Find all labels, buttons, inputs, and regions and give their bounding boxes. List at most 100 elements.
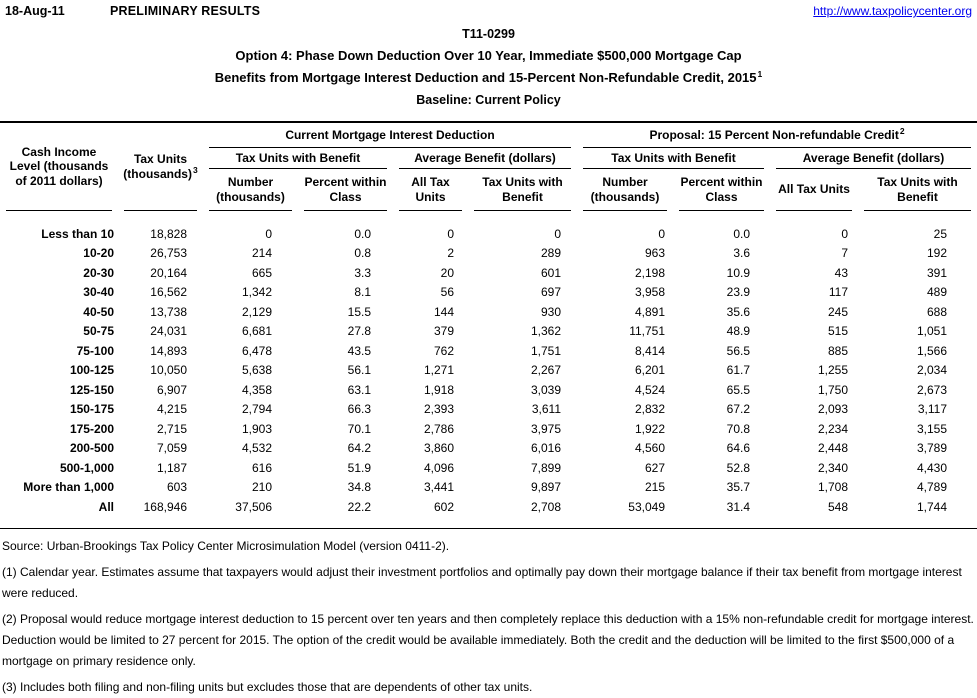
table-cell: 31.4 [726,499,750,514]
table-cell: 18,828 [150,226,187,241]
table-cell: 548 [827,499,848,514]
website-link[interactable]: http://www.taxpolicycenter.org [813,4,972,18]
table-cell: 2,832 [634,402,665,417]
table-cell: 63.1 [347,382,371,397]
table-cell: 515 [827,324,848,339]
table-cell: 7 [841,246,848,261]
footnote-1: (1) Calendar year. Estimates assume that… [2,564,962,600]
table-cell: 0 [841,226,848,241]
table-cell: 6,681 [241,324,272,339]
row-label: More than 1,000 [23,480,114,495]
table-cell: 0.0 [733,226,750,241]
table-cell: 616 [251,460,272,475]
table-row: 175-200 2,715 1,903 70.1 2,786 3,975 1,9… [0,419,977,439]
table-cell: 0 [447,226,454,241]
table-cell: 22.2 [347,499,371,514]
table-cell: 3.6 [733,246,750,261]
row-label: 500-1,000 [59,460,114,475]
table-cell: 603 [166,480,187,495]
table-cell: 3.3 [354,265,371,280]
table-cell: 6,201 [634,363,665,378]
table-row: 125-150 6,907 4,358 63.1 1,918 3,039 4,5… [0,380,977,400]
table-cell: 13,738 [150,304,187,319]
row-label: 40-50 [83,304,114,319]
table-cell: 20 [440,265,454,280]
table-cell: 2,708 [530,499,561,514]
report-title-option: Option 4: Phase Down Deduction Over 10 Y… [235,48,742,63]
table-cell: 601 [540,265,561,280]
table-row: Less than 10 18,828 0 0.0 0 0 0 0.0 0 25 [0,224,977,244]
header-tax-units-with-benefit: Tax Units with Benefit [583,148,764,169]
table-cell: 14,893 [150,343,187,358]
table-cell: 52.8 [726,460,750,475]
table-cell: 117 [828,285,848,300]
table-cell: 4,524 [634,382,665,397]
table-number: T11-0299 [462,27,515,41]
row-label: Less than 10 [41,226,114,241]
row-label: 75-100 [76,343,114,358]
header-average-benefit: Average Benefit (dollars) [399,148,571,169]
table-cell: 762 [433,343,454,358]
table-row: 500-1,000 1,187 616 51.9 4,096 7,899 627… [0,458,977,478]
table-bottom-rule [0,527,977,529]
table-cell: 1,255 [817,363,848,378]
table-cell: 1,744 [916,499,947,514]
table-row: 10-20 26,753 214 0.8 2 289 963 3.6 7 192 [0,244,977,264]
table-cell: 3,039 [530,382,561,397]
table-cell: 602 [433,499,454,514]
header-average-benefit: Average Benefit (dollars) [776,148,971,169]
table-cell: 4,215 [156,402,187,417]
footnote-ref-3: 3 [192,164,198,175]
preliminary-results-label: PRELIMINARY RESULTS [110,4,261,18]
table-cell: 1,362 [530,324,561,339]
table-cell: 4,560 [634,441,665,456]
table-cell: 56.5 [726,343,750,358]
table-cell: 1,750 [817,382,848,397]
report-title-benefits: Benefits from Mortgage Interest Deductio… [214,68,763,85]
table-cell: 3,611 [531,402,561,417]
footnote-ref-1: 1 [757,68,763,79]
header-group-proposal-credit: Proposal: 15 Percent Non-refundable Cred… [583,123,971,148]
table-cell: 3,975 [530,421,561,436]
header-tax-units-with-benefit: Tax Units with Benefit [209,148,387,169]
table-cell: 10.9 [726,265,750,280]
table-cell: 65.5 [726,382,750,397]
table-cell: 0 [658,226,665,241]
table-row: 150-175 4,215 2,794 66.3 2,393 3,611 2,8… [0,400,977,420]
table-cell: 214 [251,246,272,261]
table-cell: 168,946 [143,499,187,514]
table-cell: 697 [540,285,561,300]
footnotes: Source: Urban-Brookings Tax Policy Cente… [0,536,977,698]
table-cell: 885 [827,343,848,358]
row-label: 20-30 [83,265,114,280]
table-cell: 4,789 [916,480,947,495]
table-cell: 4,891 [634,304,665,319]
report-title-baseline: Baseline: Current Policy [416,93,561,107]
table-cell: 665 [251,265,272,280]
table-cell: 16,562 [150,285,187,300]
table-cell: 2,093 [817,402,848,417]
table-cell: 61.7 [726,363,750,378]
table-row: 75-100 14,893 6,478 43.5 762 1,751 8,414… [0,341,977,361]
table-cell: 5,638 [241,363,272,378]
row-label: All [98,499,114,514]
table-cell: 2,234 [817,421,848,436]
table-cell: 1,922 [634,421,665,436]
header-tax-units-with-benefit-col: Tax Units with Benefit [864,169,971,211]
table-cell: 2 [447,246,454,261]
table-cell: 34.8 [347,480,371,495]
header-cash-income-level: Cash Income Level (thousands of 2011 dol… [6,123,112,211]
table-cell: 10,050 [150,363,187,378]
row-label: 100-125 [69,363,114,378]
table-cell: 67.2 [726,402,750,417]
table-cell: 1,271 [423,363,454,378]
table-row: More than 1,000 603 210 34.8 3,441 9,897… [0,478,977,498]
row-label: 50-75 [83,324,114,339]
table-cell: 930 [540,304,561,319]
table-cell: 2,673 [916,382,947,397]
table-top-rule [0,121,977,123]
table-cell: 192 [926,246,947,261]
table-row: 100-125 10,050 5,638 56.1 1,271 2,267 6,… [0,361,977,381]
source-note: Source: Urban-Brookings Tax Policy Cente… [2,538,450,553]
header-tax-units: Tax Units (thousands)3 [123,123,198,211]
